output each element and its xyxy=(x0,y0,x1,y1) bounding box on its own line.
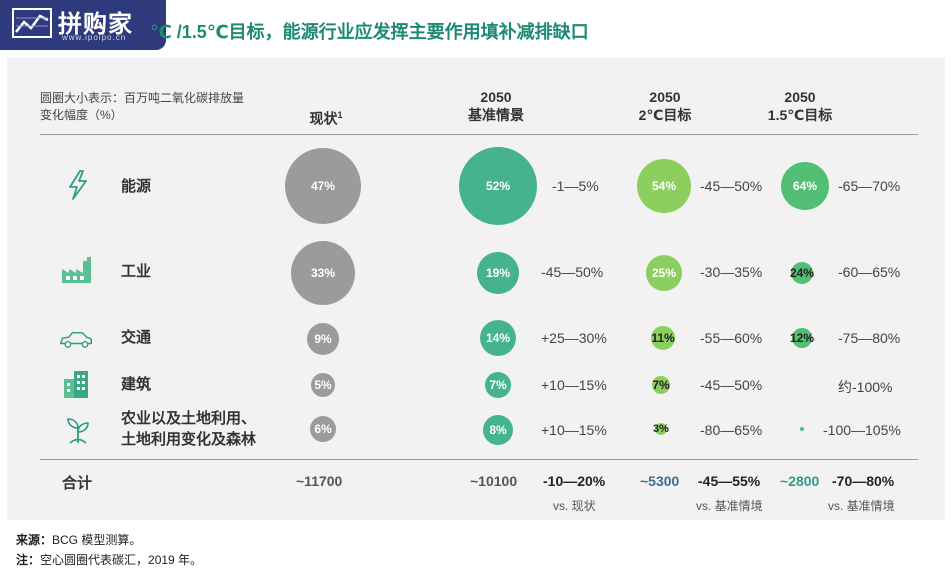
change-industry-baseline: -45—50% xyxy=(541,264,604,280)
change-industry-2c: -30—35% xyxy=(700,264,763,280)
row-label-industry: 工业 xyxy=(121,263,152,280)
total-1-5c: ~2800 xyxy=(780,473,820,489)
change-building-2c: -45—50% xyxy=(700,377,763,393)
change-transport-baseline: +25—30% xyxy=(541,330,607,346)
total-baseline-vs: vs. 现状 xyxy=(553,499,596,513)
row-label-agriculture-line-2: 土地利用变化及森林 xyxy=(121,431,257,448)
bubble-energy-current: 47% xyxy=(285,148,361,224)
header-divider xyxy=(40,134,918,135)
total-2c-vs: vs. 基准情境 xyxy=(696,499,763,513)
lightning-icon xyxy=(69,170,87,200)
column-header-current-sup: 1 xyxy=(337,110,343,120)
row-label-transport: 交通 xyxy=(121,329,152,346)
bubble-building-current: 5% xyxy=(311,373,335,397)
bubble-transport-current: 9% xyxy=(307,323,339,355)
column-header-current-label: 现状 xyxy=(309,110,338,127)
total-baseline-change: -10—20% xyxy=(543,473,606,489)
total-2c: ~5300 xyxy=(640,473,680,489)
total-1-5c-change: -70—80% xyxy=(832,473,895,489)
car-icon xyxy=(59,331,93,348)
total-1-5c-vs: vs. 基准情境 xyxy=(828,499,895,513)
totals-label: 合计 xyxy=(62,475,93,492)
total-2c-change: -45—55% xyxy=(698,473,761,489)
row-label-building: 建筑 xyxy=(121,376,152,393)
row-label-agriculture: 农业以及土地利用、 土地利用变化及森林 xyxy=(121,408,256,450)
bubble-building-2c: 7% xyxy=(652,376,670,394)
bubble-energy-1-5c: 64% xyxy=(781,162,829,210)
column-header-1-5c-label: 1.5℃目标 xyxy=(767,107,833,123)
legend-note-line-1: 圆圈大小表示：百万吨二氧化碳排放量 xyxy=(40,91,245,105)
logo-url: www.ipoipo.cn xyxy=(62,33,127,42)
building-icon xyxy=(64,371,88,398)
row-label-energy: 能源 xyxy=(121,178,152,195)
change-agriculture-2c: -80—65% xyxy=(700,422,763,438)
change-transport-1-5c: -75—80% xyxy=(838,330,901,346)
column-header-2c-label: 2℃目标 xyxy=(638,107,692,123)
logo-text: 拼购家 xyxy=(58,11,133,38)
bubble-industry-baseline: 19% xyxy=(477,252,519,294)
footnote-source-text: BCG 模型测算。 xyxy=(52,533,142,547)
footnote-source: 来源：BCG 模型测算。 xyxy=(16,531,141,548)
bubble-agriculture-current: 6% xyxy=(310,416,336,442)
bubble-transport-1-5c: 12% xyxy=(790,328,814,348)
bubble-agriculture-baseline: 8% xyxy=(483,415,513,445)
change-energy-2c: -45—50% xyxy=(700,178,763,194)
total-current: ~11700 xyxy=(296,473,343,489)
change-energy-1-5c: -65—70% xyxy=(838,178,901,194)
plant-icon xyxy=(67,418,89,444)
change-building-baseline: +10—15% xyxy=(541,377,607,393)
bubble-industry-1-5c: 24% xyxy=(790,262,814,284)
bubble-agriculture-1-5c-dot xyxy=(800,427,804,431)
site-logo[interactable]: 拼购家 www.ipoipo.cn xyxy=(0,0,166,50)
bubble-energy-2c: 54% xyxy=(637,159,691,213)
change-industry-1-5c: -60—65% xyxy=(838,264,901,280)
bubble-transport-2c: 11% xyxy=(651,326,675,350)
factory-icon xyxy=(62,257,91,283)
bubble-transport-baseline: 14% xyxy=(480,320,516,356)
change-transport-2c: -55—60% xyxy=(700,330,763,346)
column-header-baseline-label: 基准情景 xyxy=(468,107,524,123)
column-header-2c: 2050 2℃目标 xyxy=(615,88,715,124)
footnote-note-label: 注： xyxy=(16,553,41,567)
column-header-current: 现状1 xyxy=(296,106,356,128)
bubble-industry-current: 33% xyxy=(291,241,355,305)
chart-panel xyxy=(7,58,945,520)
page-title: ℃ /1.5℃目标，能源行业应发挥主要作用填补减排缺口 xyxy=(150,22,589,42)
bubble-energy-baseline: 52% xyxy=(459,147,537,225)
bubble-building-baseline: 7% xyxy=(485,372,511,398)
footnote-note: 注：空心圆圈代表碳汇，2019 年。 xyxy=(16,551,202,568)
change-agriculture-baseline: +10—15% xyxy=(541,422,607,438)
row-label-agriculture-line-1: 农业以及土地利用、 xyxy=(121,410,257,427)
change-energy-baseline: -1—5% xyxy=(552,178,599,194)
change-building-1-5c: 约-100% xyxy=(838,379,893,395)
legend-note: 圆圈大小表示：百万吨二氧化碳排放量 变化幅度（%） xyxy=(40,90,244,124)
legend-note-line-2: 变化幅度（%） xyxy=(40,108,123,122)
bubble-agriculture-2c: 3% xyxy=(653,423,669,435)
total-baseline: ~10100 xyxy=(470,473,518,489)
column-header-baseline: 2050 基准情景 xyxy=(446,88,546,124)
column-header-1-5c-year: 2050 xyxy=(784,89,816,105)
bubble-industry-2c: 25% xyxy=(646,255,682,291)
chart-logo-icon xyxy=(12,8,52,38)
footnote-note-text: 空心圆圈代表碳汇，2019 年。 xyxy=(40,553,203,567)
column-header-1-5c: 2050 1.5℃目标 xyxy=(750,88,850,124)
column-header-2c-year: 2050 xyxy=(649,89,681,105)
totals-divider xyxy=(40,459,918,460)
column-header-baseline-year: 2050 xyxy=(480,89,512,105)
change-agriculture-1-5c: -100—105% xyxy=(823,422,901,438)
footnote-source-label: 来源： xyxy=(16,533,53,547)
